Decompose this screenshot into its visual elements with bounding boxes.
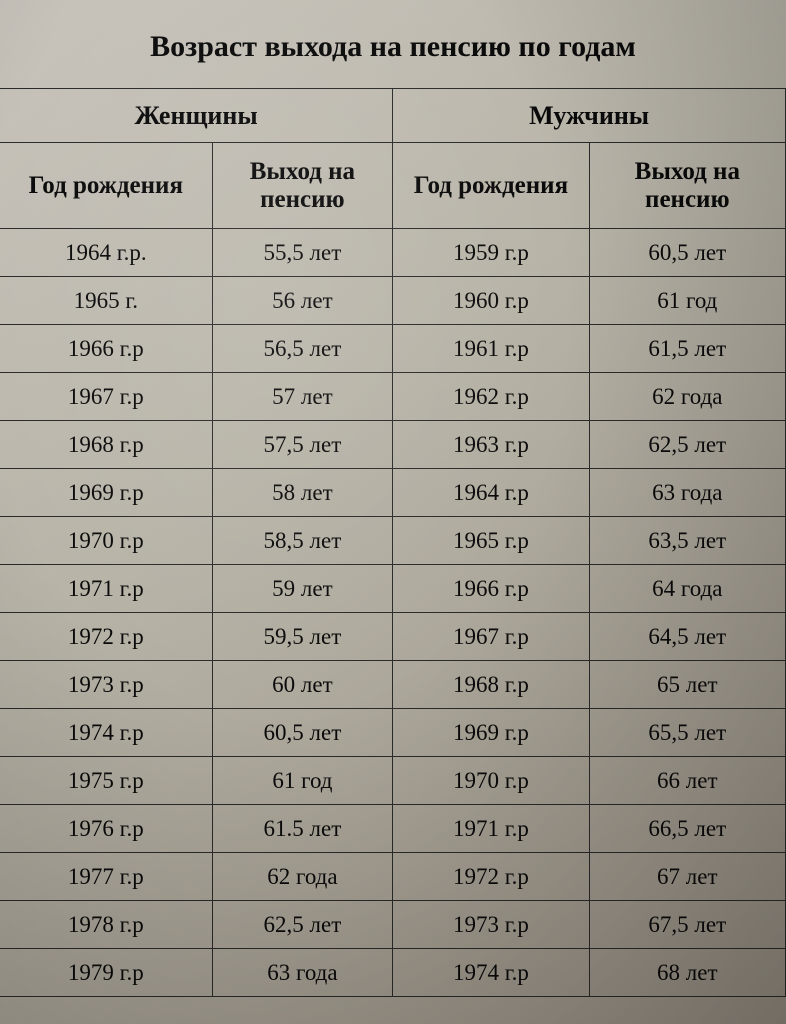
table-cell: 1977 г.р: [0, 853, 212, 901]
table-cell: 1971 г.р: [0, 565, 212, 613]
table-cell: 1959 г.р: [393, 229, 589, 277]
page-title: Возраст выхода на пенсию по годам: [0, 30, 786, 64]
table-header-group-row: Женщины Мужчины: [0, 89, 786, 143]
table-row: 1978 г.р62,5 лет1973 г.р67,5 лет: [0, 901, 786, 949]
table-cell: 1964 г.р.: [0, 229, 212, 277]
table-cell: 1972 г.р: [393, 853, 589, 901]
table-cell: 57 лет: [212, 373, 393, 421]
pension-table: Женщины Мужчины Год рождения Выход на пе…: [0, 88, 786, 997]
table-body: 1964 г.р.55,5 лет1959 г.р60,5 лет1965 г.…: [0, 229, 786, 997]
table-cell: 63 года: [589, 469, 785, 517]
table-cell: 1962 г.р: [393, 373, 589, 421]
table-cell: 61.5 лет: [212, 805, 393, 853]
table-cell: 1966 г.р: [393, 565, 589, 613]
table-cell: 1974 г.р: [393, 949, 589, 997]
table-cell: 61 год: [212, 757, 393, 805]
table-cell: 67,5 лет: [589, 901, 785, 949]
table-cell: 1965 г.р: [393, 517, 589, 565]
table-cell: 1969 г.р: [393, 709, 589, 757]
table-cell: 1967 г.р: [0, 373, 212, 421]
table-cell: 1963 г.р: [393, 421, 589, 469]
table-cell: 58 лет: [212, 469, 393, 517]
table-cell: 60 лет: [212, 661, 393, 709]
table-cell: 1971 г.р: [393, 805, 589, 853]
table-cell: 65 лет: [589, 661, 785, 709]
col-header-women-year: Год рождения: [0, 143, 212, 229]
table-cell: 1968 г.р: [0, 421, 212, 469]
table-row: 1964 г.р.55,5 лет1959 г.р60,5 лет: [0, 229, 786, 277]
table-cell: 59 лет: [212, 565, 393, 613]
table-cell: 65,5 лет: [589, 709, 785, 757]
table-cell: 1969 г.р: [0, 469, 212, 517]
table-cell: 1967 г.р: [393, 613, 589, 661]
table-cell: 1961 г.р: [393, 325, 589, 373]
group-header-men: Мужчины: [393, 89, 786, 143]
table-cell: 60,5 лет: [589, 229, 785, 277]
table-row: 1967 г.р57 лет1962 г.р62 года: [0, 373, 786, 421]
table-cell: 1979 г.р: [0, 949, 212, 997]
table-cell: 63,5 лет: [589, 517, 785, 565]
table-cell: 1960 г.р: [393, 277, 589, 325]
table-cell: 55,5 лет: [212, 229, 393, 277]
table-cell: 1964 г.р: [393, 469, 589, 517]
table-cell: 56,5 лет: [212, 325, 393, 373]
table-row: 1975 г.р61 год1970 г.р66 лет: [0, 757, 786, 805]
table-cell: 62,5 лет: [589, 421, 785, 469]
table-cell: 66 лет: [589, 757, 785, 805]
table-cell: 1965 г.: [0, 277, 212, 325]
table-cell: 1966 г.р: [0, 325, 212, 373]
table-row: 1966 г.р56,5 лет1961 г.р61,5 лет: [0, 325, 786, 373]
table-cell: 63 года: [212, 949, 393, 997]
table-cell: 1976 г.р: [0, 805, 212, 853]
page: Возраст выхода на пенсию по годам Женщин…: [0, 0, 786, 997]
table-cell: 1968 г.р: [393, 661, 589, 709]
table-cell: 1970 г.р: [0, 517, 212, 565]
table-row: 1965 г.56 лет1960 г.р61 год: [0, 277, 786, 325]
table-row: 1979 г.р63 года1974 г.р68 лет: [0, 949, 786, 997]
table-cell: 1975 г.р: [0, 757, 212, 805]
col-header-men-age: Выход на пенсию: [589, 143, 785, 229]
table-cell: 1970 г.р: [393, 757, 589, 805]
table-cell: 68 лет: [589, 949, 785, 997]
table-header-sub-row: Год рождения Выход на пенсию Год рождени…: [0, 143, 786, 229]
group-header-women: Женщины: [0, 89, 393, 143]
table-row: 1974 г.р60,5 лет1969 г.р65,5 лет: [0, 709, 786, 757]
table-cell: 61 год: [589, 277, 785, 325]
table-cell: 1973 г.р: [0, 661, 212, 709]
col-header-women-age: Выход на пенсию: [212, 143, 393, 229]
table-cell: 62 года: [589, 373, 785, 421]
table-row: 1972 г.р59,5 лет1967 г.р64,5 лет: [0, 613, 786, 661]
table-cell: 1973 г.р: [393, 901, 589, 949]
table-cell: 64,5 лет: [589, 613, 785, 661]
table-cell: 60,5 лет: [212, 709, 393, 757]
table-cell: 64 года: [589, 565, 785, 613]
table-cell: 57,5 лет: [212, 421, 393, 469]
table-cell: 1974 г.р: [0, 709, 212, 757]
table-cell: 66,5 лет: [589, 805, 785, 853]
table-row: 1976 г.р61.5 лет1971 г.р66,5 лет: [0, 805, 786, 853]
table-row: 1970 г.р58,5 лет1965 г.р63,5 лет: [0, 517, 786, 565]
col-header-men-year: Год рождения: [393, 143, 589, 229]
table-head: Женщины Мужчины Год рождения Выход на пе…: [0, 89, 786, 229]
table-cell: 62 года: [212, 853, 393, 901]
table-cell: 56 лет: [212, 277, 393, 325]
table-cell: 1972 г.р: [0, 613, 212, 661]
table-row: 1969 г.р58 лет1964 г.р63 года: [0, 469, 786, 517]
table-row: 1977 г.р62 года1972 г.р67 лет: [0, 853, 786, 901]
table-cell: 67 лет: [589, 853, 785, 901]
table-row: 1971 г.р59 лет1966 г.р64 года: [0, 565, 786, 613]
table-cell: 1978 г.р: [0, 901, 212, 949]
table-cell: 62,5 лет: [212, 901, 393, 949]
table-cell: 58,5 лет: [212, 517, 393, 565]
table-row: 1973 г.р60 лет1968 г.р65 лет: [0, 661, 786, 709]
table-cell: 61,5 лет: [589, 325, 785, 373]
table-row: 1968 г.р57,5 лет1963 г.р62,5 лет: [0, 421, 786, 469]
table-cell: 59,5 лет: [212, 613, 393, 661]
